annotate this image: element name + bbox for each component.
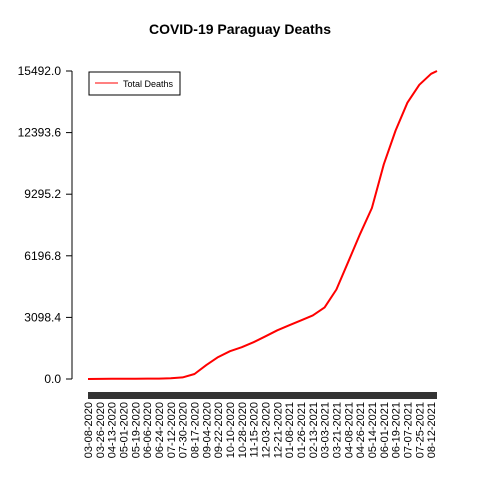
legend-box xyxy=(88,71,181,96)
x-tick-label: 03-03-2021 xyxy=(320,402,332,458)
y-tick-label: 9295.2 xyxy=(24,187,61,201)
x-tick-label: 04-26-2021 xyxy=(355,402,367,458)
x-axis: 03-08-2020 03-26-2020 04-13-2020 05-01-2020… xyxy=(83,392,438,458)
x-tick-label: 09-04-2020 xyxy=(201,402,213,458)
x-tick-label: 04-13-2020 xyxy=(107,402,119,458)
x-tick-label: 09-22-2020 xyxy=(213,402,225,458)
y-tick-label: 0.0 xyxy=(44,372,61,386)
x-tick-label: 02-13-2021 xyxy=(308,402,320,458)
x-tick-label: 08-17-2020 xyxy=(189,402,201,458)
y-tick-label: 6196.8 xyxy=(24,249,61,263)
chart-title: COVID-19 Paraguay Deaths xyxy=(148,21,332,37)
x-tick-label: 10-28-2020 xyxy=(237,402,249,458)
x-tick-label: 04-08-2021 xyxy=(343,402,355,458)
x-tick-label: 06-19-2021 xyxy=(391,402,403,458)
x-tick-label: 10-10-2020 xyxy=(225,402,237,458)
series-line-total-deaths xyxy=(87,70,438,380)
x-tick-label: 05-14-2021 xyxy=(367,402,379,458)
legend: Total Deaths xyxy=(88,71,181,96)
x-tick-label: 07-30-2020 xyxy=(178,402,190,458)
y-tick-label: 12393.6 xyxy=(18,126,62,140)
x-tick-band xyxy=(88,392,437,399)
x-tick-label: 06-01-2021 xyxy=(379,402,391,458)
x-tick-label: 03-21-2021 xyxy=(331,402,343,458)
y-tick-label: 3098.4 xyxy=(24,310,61,324)
x-tick-label: 12-03-2020 xyxy=(260,402,272,458)
x-tick-label: 07-25-2021 xyxy=(414,402,426,458)
x-tick-label: 01-26-2021 xyxy=(296,402,308,458)
x-tick-label: 08-12-2021 xyxy=(426,402,438,458)
y-tick-label: 15492.0 xyxy=(18,64,62,78)
x-tick-label: 07-07-2021 xyxy=(402,402,414,458)
x-tick-label: 12-21-2020 xyxy=(272,402,284,458)
x-tick-label: 06-06-2020 xyxy=(142,402,154,458)
x-tick-label: 11-15-2020 xyxy=(249,402,261,457)
x-tick-label: 07-12-2020 xyxy=(166,402,178,458)
x-tick-label: 05-01-2020 xyxy=(118,402,130,458)
legend-label: Total Deaths xyxy=(123,79,174,89)
x-tick-label: 05-19-2020 xyxy=(130,402,142,458)
y-axis: 0.0 3098.4 6196.8 9295.2 12393.6 15492.0 xyxy=(18,64,73,386)
x-tick-label: 03-08-2020 xyxy=(83,402,95,458)
series-layer xyxy=(87,70,438,380)
x-tick-label: 03-26-2020 xyxy=(95,402,107,458)
x-tick-label: 01-08-2021 xyxy=(284,402,296,458)
x-tick-label: 06-24-2020 xyxy=(154,402,166,458)
